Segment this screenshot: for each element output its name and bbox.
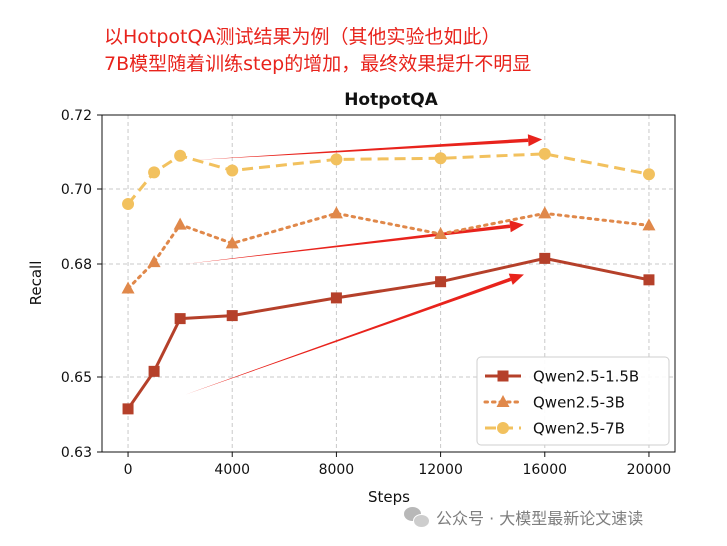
data-point [435,276,447,288]
legend-item: Qwen2.5-3B [483,394,625,412]
data-point [538,206,552,219]
series-layer [121,147,656,415]
data-point [330,292,342,304]
annotation-line-1: 以HotpotQA测试结果为例（其他实验也如此） [104,26,501,48]
x-tick-label: 16000 [522,462,567,478]
legend-marker [497,422,509,434]
plot-frame [101,114,676,453]
annotation-arrow [185,220,524,264]
arrow-shaft [185,224,511,264]
y-axis-label: Recall [27,261,45,306]
data-point [148,166,161,179]
annotation-line-2: 7B模型随着训练step的增加，最终效果提升不明显 [104,53,532,75]
legend-item: Qwen2.5-7B [485,420,625,438]
data-point [434,227,448,239]
data-point [122,403,134,415]
data-point [174,313,186,325]
watermark-text: 公众号 · 大模型最新论文速读 [436,509,644,528]
data-point [329,206,343,219]
data-point [643,274,655,286]
data-point [538,147,551,160]
data-point [121,281,135,294]
y-tick-label: 0.72 [61,108,92,124]
data-point [434,152,447,165]
y-tick-label: 0.65 [61,370,92,386]
data-point [173,217,187,230]
legend-marker [496,395,510,407]
legend-label: Qwen2.5-3B [533,394,625,412]
series-qwen2-5-1-5b [122,252,655,415]
arrow-shaft [193,138,529,161]
data-point [330,153,343,166]
annotation-arrow [185,273,524,395]
data-point [539,252,551,264]
chart-title: HotpotQA [344,90,438,110]
series-qwen2-5-7b [122,147,655,210]
arrow-head [509,220,524,233]
arrow-head [527,134,543,147]
series-line [126,211,651,290]
legend: Qwen2.5-1.5B Qwen2.5-3B Qwen2.5-7B [476,356,670,446]
y-tick-label: 0.68 [61,257,92,273]
arrow-head [508,273,524,285]
data-point [148,365,160,377]
annotation-arrow [193,134,543,161]
legend-label: Qwen2.5-7B [533,420,625,438]
x-tick-label: 0 [124,462,133,478]
series-qwen2-5-3b [121,206,656,294]
legend-marker [497,370,509,382]
data-point [642,218,656,231]
data-point [226,310,238,322]
wechat-icon [404,506,430,528]
series-line [126,256,650,410]
data-point [122,198,135,210]
legend-box [476,356,670,446]
x-tick-label: 8000 [319,462,355,478]
data-point [174,149,187,162]
axes: 0 4000 8000 12000 16000 20000 0.63 0.65 0.68 0.70… [61,108,671,478]
x-axis-label: Steps [368,488,410,506]
annotation-arrows [185,134,543,395]
y-tick-label: 0.63 [61,445,92,461]
data-point [147,255,161,268]
watermark: 公众号 · 大模型最新论文速读 [404,504,643,530]
legend-label: Qwen2.5-1.5B [533,368,639,386]
data-point [225,236,239,249]
x-tick-label: 20000 [627,462,672,478]
data-point [642,168,655,181]
y-tick-label: 0.70 [61,182,92,198]
x-tick-label: 12000 [418,462,463,478]
x-tick-label: 4000 [214,462,250,478]
arrow-shaft [185,277,512,395]
data-point [226,164,239,177]
series-line [126,152,650,205]
legend-item: Qwen2.5-1.5B [485,368,639,386]
